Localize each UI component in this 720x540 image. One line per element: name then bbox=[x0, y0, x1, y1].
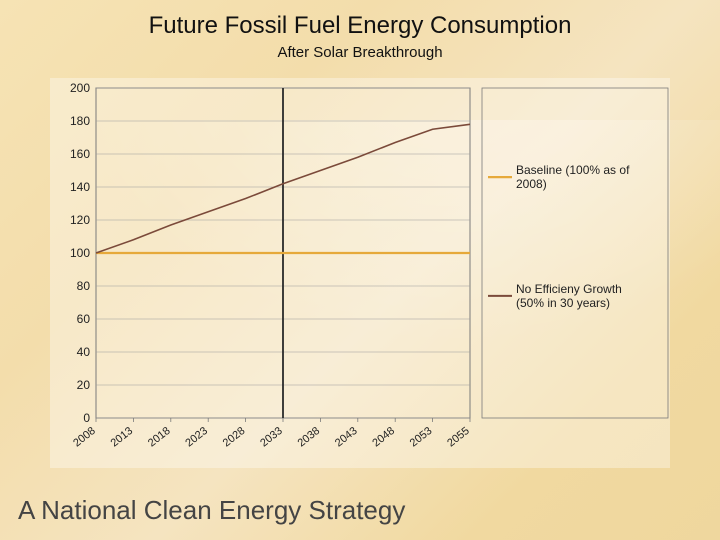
y-tick-label: 40 bbox=[77, 345, 91, 359]
legend-label: (50% in 30 years) bbox=[516, 296, 610, 310]
y-tick-label: 140 bbox=[70, 180, 90, 194]
chart-title: Future Fossil Fuel Energy Consumption bbox=[0, 12, 720, 40]
y-tick-label: 180 bbox=[70, 114, 90, 128]
chart: 0 20 40 60 80 100 120 140 160 180 200 2008 2013 2018 2… bbox=[50, 78, 670, 468]
y-tick-label: 60 bbox=[77, 312, 91, 326]
slide: Future Fossil Fuel Energy Consumption Af… bbox=[0, 0, 720, 540]
y-tick-label: 160 bbox=[70, 147, 90, 161]
x-tick-label: 2038 bbox=[296, 425, 323, 450]
x-tick-label: 2053 bbox=[408, 425, 435, 450]
y-tick-label: 120 bbox=[70, 213, 90, 227]
x-tick-label: 2048 bbox=[370, 425, 397, 450]
x-tick-label: 2043 bbox=[333, 425, 360, 450]
x-tick-label: 2018 bbox=[146, 425, 173, 450]
chart-subtitle: After Solar Breakthrough bbox=[0, 44, 720, 61]
footer-text: A National Clean Energy Strategy bbox=[18, 495, 405, 526]
x-tick-label: 2033 bbox=[258, 425, 285, 450]
x-tick-label: 2028 bbox=[221, 425, 248, 450]
legend-frame bbox=[482, 88, 668, 418]
y-tick-label: 20 bbox=[77, 378, 91, 392]
y-tick-label: 80 bbox=[77, 279, 91, 293]
x-tick-label: 2013 bbox=[109, 425, 136, 450]
y-tick-label: 200 bbox=[70, 81, 90, 95]
legend-label: No Efficieny Growth bbox=[516, 282, 622, 296]
x-tick-label: 2055 bbox=[445, 425, 472, 450]
chart-svg: 0 20 40 60 80 100 120 140 160 180 200 2008 2013 2018 2… bbox=[50, 78, 670, 468]
legend-label: 2008) bbox=[516, 177, 547, 191]
y-tick-label: 100 bbox=[70, 246, 90, 260]
y-tick-label: 0 bbox=[83, 411, 90, 425]
x-tick-label: 2023 bbox=[183, 425, 210, 450]
legend-label: Baseline (100% as of bbox=[516, 163, 630, 177]
x-tick-label: 2008 bbox=[71, 425, 98, 450]
